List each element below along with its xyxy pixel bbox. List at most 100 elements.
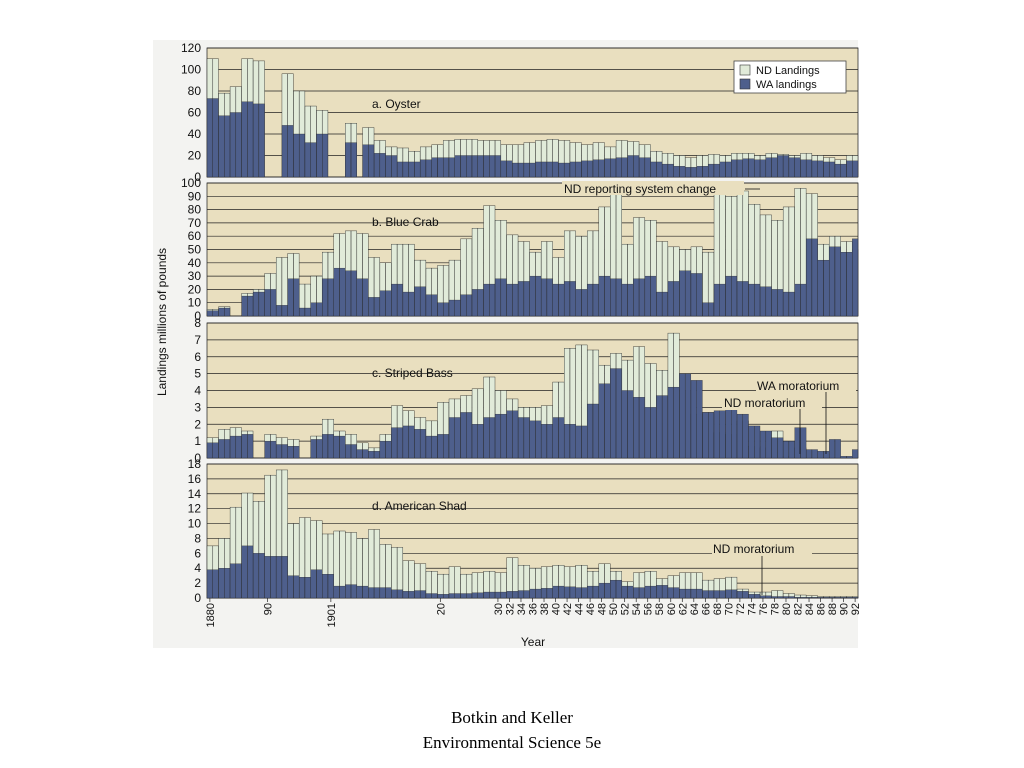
bar-wa-landings [448,299,455,317]
bar-wa-landings [736,591,743,599]
bar-wa-landings [696,273,703,317]
bar-wa-landings [397,589,403,599]
bar-nd-landings [454,566,461,599]
bar-wa-landings [437,594,444,599]
bar-wa-landings [552,283,559,317]
bar-wa-landings [575,289,582,317]
y-tick-label: 100 [181,63,201,77]
bar-wa-landings [650,275,657,317]
wa-moratorium-label: WA moratorium [757,379,839,393]
bar-wa-landings [846,252,853,317]
bar-wa-landings [350,584,357,599]
bar-wa-landings [229,435,236,459]
bar-wa-landings [610,158,617,178]
bar-wa-landings [662,585,668,599]
bar-wa-landings [794,283,801,317]
bar-wa-landings [598,383,605,459]
bar-wa-landings [443,157,450,178]
bar-wa-landings [512,162,519,178]
bar-wa-landings [483,417,490,459]
bar-wa-landings [852,160,859,178]
bar-wa-landings [621,585,628,599]
x-tick-label: 32 [504,603,516,615]
bar-wa-landings [523,417,530,459]
panel-title: c. Striped Bass [372,366,453,380]
y-tick-label: 3 [194,400,201,414]
bar-wa-landings [535,275,542,317]
bar-wa-landings [322,278,329,317]
bar-wa-landings [569,586,576,599]
bar-wa-landings [471,592,478,599]
bar-wa-landings [759,286,766,317]
bar-wa-landings [500,591,507,599]
bar-wa-landings [402,291,409,317]
bar-wa-landings [373,451,380,459]
legend-label-nd: ND Landings [756,65,820,77]
caption-book: Environmental Science 5e [422,733,602,752]
nd-moratorium-bass-label: ND moratorium [724,396,805,410]
bar-wa-landings [662,395,668,459]
bar-wa-landings [725,161,732,178]
y-tick-label: 8 [194,531,201,545]
y-tick-label: 50 [188,243,202,257]
bar-wa-landings [788,157,795,178]
bar-wa-landings [448,157,455,178]
bar-wa-landings [494,278,501,317]
bar-wa-landings [310,569,317,599]
bar-wa-landings [840,456,847,459]
bar-wa-landings [362,144,369,178]
bar-wa-landings [811,449,818,459]
bar-wa-landings [829,246,836,317]
bar-wa-landings [834,597,841,599]
bar-wa-landings [731,589,738,599]
bar-wa-landings [627,390,634,459]
bar-wa-landings [437,157,444,178]
bar-wa-landings [771,596,778,599]
bar-wa-landings [379,153,386,178]
bar-wa-landings [218,115,225,178]
bar-wa-landings [806,449,813,459]
bar-wa-landings [339,267,346,317]
y-tick-label: 0 [194,591,201,605]
bar-wa-landings [713,283,720,317]
x-tick-label: 72 [735,603,747,615]
bar-wa-landings [690,273,697,317]
bar-wa-landings [281,125,288,178]
bar-wa-landings [748,283,755,317]
bar-wa-landings [299,133,306,178]
bar-wa-landings [224,439,231,459]
x-tick-label: 20 [435,603,447,615]
bar-wa-landings [293,575,300,599]
bar-wa-landings [564,162,571,178]
bar-wa-landings [846,160,853,178]
bar-wa-landings [546,588,553,599]
bar-wa-landings [310,302,317,317]
bar-wa-landings [500,160,507,178]
x-tick-label: 92 [850,603,862,615]
bar-wa-landings [235,563,242,599]
bar-wa-landings [610,579,617,599]
bar-wa-landings [656,161,663,178]
bar-wa-landings [506,410,513,459]
bar-wa-landings [241,434,248,459]
bar-wa-landings [754,283,761,317]
bar-wa-landings [731,159,738,178]
bar-wa-landings [425,435,432,459]
bar-wa-landings [788,291,795,317]
bar-wa-landings [592,585,599,599]
bar-wa-landings [783,155,789,178]
y-tick-label: 60 [188,106,202,120]
bar-wa-landings [667,163,674,178]
x-tick-label: 40 [551,603,563,615]
y-tick-label: 0 [194,170,201,184]
bar-wa-landings [212,442,219,459]
bar-wa-landings [483,155,490,178]
bar-wa-landings [644,585,651,599]
bar-wa-landings [638,397,645,459]
bar-wa-landings [443,302,450,317]
bar-wa-landings [558,417,565,459]
bar-wa-landings [247,295,254,317]
bar-wa-landings [304,577,311,599]
bar-wa-landings [788,596,795,599]
y-tick-label: 60 [188,229,202,243]
